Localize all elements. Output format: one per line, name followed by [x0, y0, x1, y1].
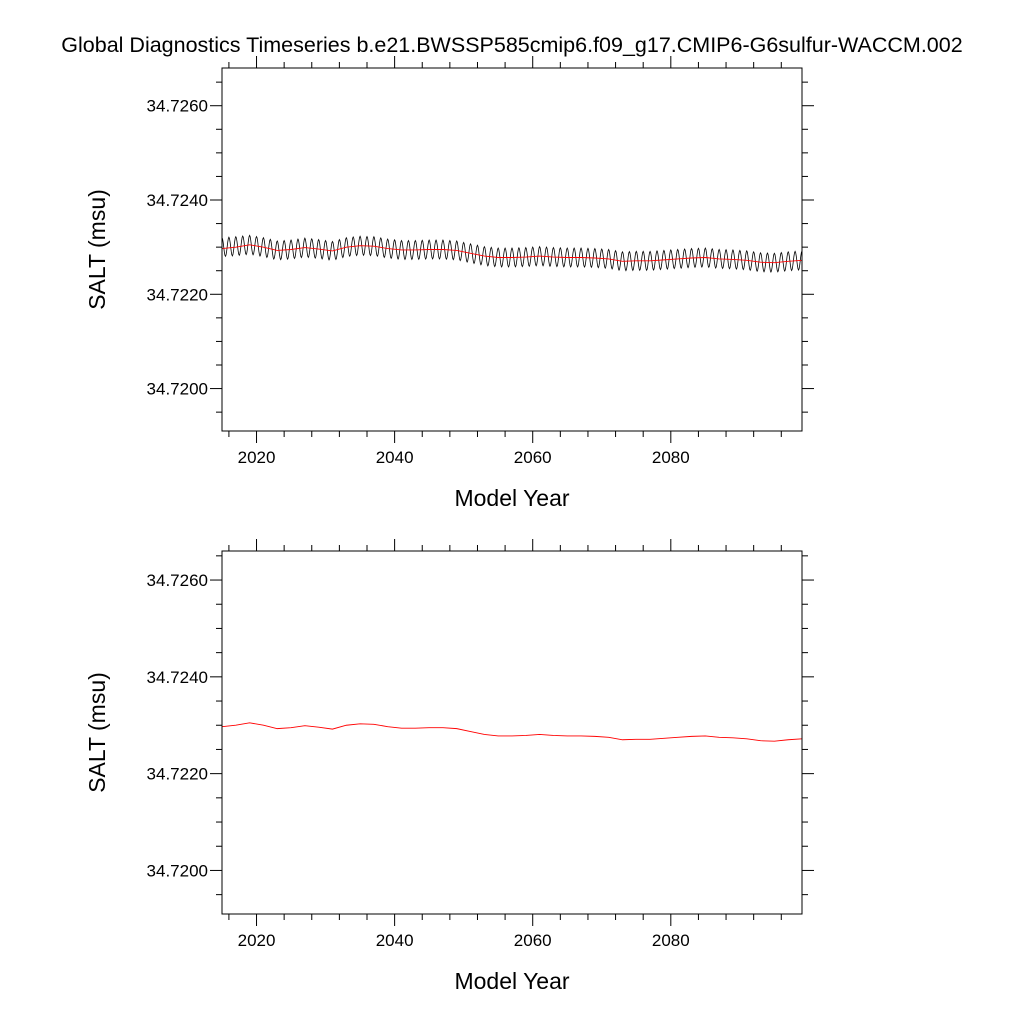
y-tick-label: 34.7200 — [147, 861, 208, 880]
y-tick-label: 34.7260 — [147, 97, 208, 116]
x-tick-label: 2020 — [238, 448, 276, 467]
chart-bottom: 34.7200 34.7220 34.7240 34.7260 2020 2040 2060… — [84, 539, 814, 994]
plot-frame — [221, 67, 803, 432]
y-tick-label: 34.7240 — [147, 191, 208, 210]
x-tick-label: 2060 — [514, 931, 552, 950]
y-axis-label: SALT (msu) — [84, 672, 110, 793]
series-line-monthly — [222, 234, 802, 273]
y-tick-label: 34.7200 — [147, 380, 208, 399]
x-tick-label: 2020 — [238, 931, 276, 950]
y-tick-label: 34.7240 — [147, 668, 208, 687]
x-tick-label: 2060 — [514, 448, 552, 467]
x-tick-label: 2040 — [376, 931, 414, 950]
figure-title: Global Diagnostics Timeseries b.e21.BWSS… — [61, 33, 962, 57]
series-line-annual — [222, 722, 802, 742]
y-tick-label: 34.7220 — [147, 285, 208, 304]
x-tick-label: 2080 — [652, 931, 690, 950]
plot-frame — [221, 550, 803, 915]
y-axis-label: SALT (msu) — [84, 189, 110, 310]
chart-top: 34.7200 34.7220 34.7240 34.7260 2020 2040 2060… — [84, 56, 814, 511]
x-axis-label: Model Year — [454, 485, 569, 511]
series-line-annual — [222, 244, 802, 264]
x-tick-label: 2040 — [376, 448, 414, 467]
x-axis-label: Model Year — [454, 968, 569, 994]
x-tick-label: 2080 — [652, 448, 690, 467]
y-tick-label: 34.7260 — [147, 571, 208, 590]
y-tick-label: 34.7220 — [147, 765, 208, 784]
